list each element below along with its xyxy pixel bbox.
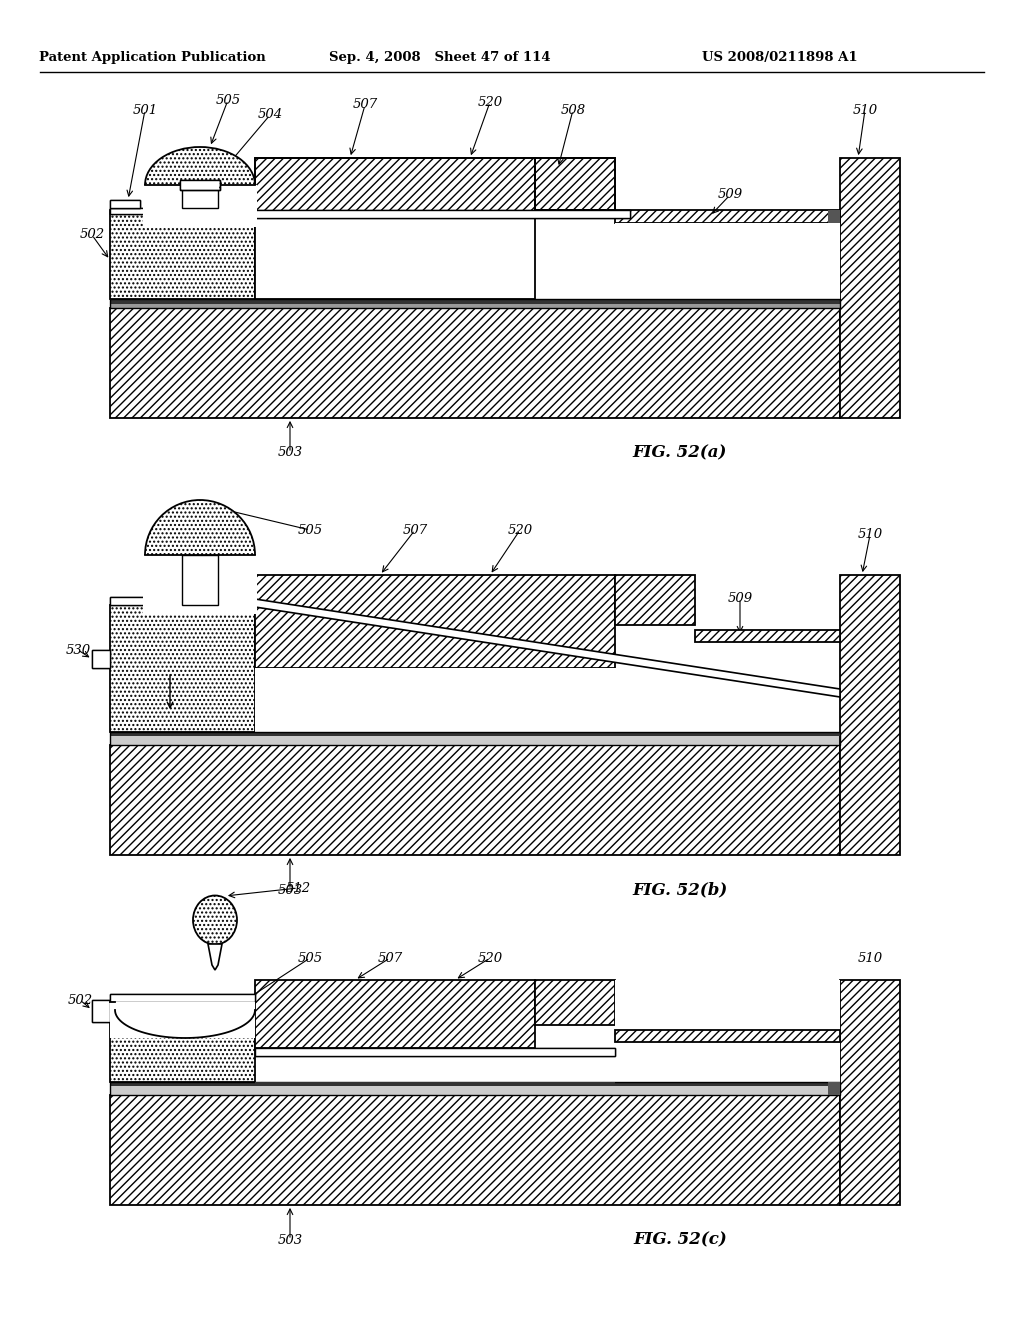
Bar — [181, 181, 219, 189]
Bar — [615, 576, 695, 624]
Bar — [180, 180, 220, 190]
Bar — [828, 210, 840, 223]
Text: 505: 505 — [297, 952, 323, 965]
Text: 510: 510 — [852, 103, 878, 116]
Polygon shape — [208, 944, 222, 970]
Bar — [255, 210, 630, 218]
Bar — [110, 1082, 840, 1096]
Bar — [695, 630, 840, 642]
Text: FIG. 52(a): FIG. 52(a) — [633, 445, 727, 462]
Text: 503: 503 — [278, 883, 302, 896]
Text: 512: 512 — [286, 882, 310, 895]
Ellipse shape — [145, 147, 255, 223]
Bar — [180, 180, 220, 190]
Bar — [110, 210, 255, 300]
Text: 505: 505 — [297, 524, 323, 536]
Bar — [535, 979, 615, 1026]
Bar — [110, 994, 255, 1002]
Bar — [255, 668, 695, 733]
Bar — [255, 1048, 615, 1056]
Bar — [535, 158, 615, 210]
Bar — [255, 1082, 615, 1086]
Bar — [255, 576, 615, 668]
Bar — [110, 1082, 840, 1086]
Bar — [110, 597, 255, 605]
Bar — [535, 158, 615, 210]
Bar — [110, 300, 840, 308]
Bar — [255, 1048, 615, 1056]
Text: 504: 504 — [257, 108, 283, 121]
Text: Patent Application Publication: Patent Application Publication — [39, 51, 265, 65]
Text: 508: 508 — [560, 103, 586, 116]
Bar — [110, 1010, 255, 1082]
Bar — [182, 185, 218, 209]
Bar — [110, 201, 140, 209]
Text: 502: 502 — [80, 228, 104, 242]
Bar — [182, 554, 218, 605]
Bar — [182, 185, 218, 209]
Bar — [110, 300, 840, 308]
Bar — [615, 210, 840, 223]
Bar — [143, 185, 257, 227]
Bar — [110, 209, 255, 214]
Text: 509: 509 — [727, 591, 753, 605]
Bar — [615, 1030, 840, 1041]
Text: FIG. 52(c): FIG. 52(c) — [633, 1232, 727, 1249]
Text: 530: 530 — [66, 644, 90, 656]
Bar — [110, 737, 840, 744]
Text: Sep. 4, 2008   Sheet 47 of 114: Sep. 4, 2008 Sheet 47 of 114 — [329, 51, 551, 65]
Bar — [840, 576, 900, 855]
Bar — [110, 209, 255, 214]
Bar — [828, 1082, 840, 1096]
Bar — [615, 223, 840, 300]
Bar — [110, 308, 840, 418]
Text: 507: 507 — [402, 524, 428, 536]
Bar — [110, 597, 255, 605]
Polygon shape — [255, 599, 840, 697]
Bar — [255, 158, 535, 300]
Bar — [110, 1086, 840, 1096]
Bar — [110, 605, 255, 733]
Text: 503: 503 — [278, 446, 302, 459]
Bar — [255, 210, 630, 218]
Bar — [110, 201, 140, 209]
Bar — [92, 1001, 110, 1022]
Text: 520: 520 — [477, 95, 503, 108]
Bar — [110, 744, 840, 855]
Text: 510: 510 — [857, 952, 883, 965]
Bar — [143, 554, 257, 614]
Text: 507: 507 — [378, 952, 402, 965]
Text: 501: 501 — [132, 103, 158, 116]
Bar — [110, 994, 255, 1002]
Bar — [92, 649, 110, 668]
Text: 505: 505 — [215, 94, 241, 107]
Text: 502: 502 — [68, 994, 92, 1006]
Bar — [840, 158, 900, 418]
Text: US 2008/0211898 A1: US 2008/0211898 A1 — [702, 51, 858, 65]
Bar — [182, 554, 218, 605]
Bar — [840, 979, 900, 1205]
Bar — [255, 158, 535, 300]
Text: 520: 520 — [508, 524, 532, 536]
Bar — [92, 649, 110, 668]
Text: 509: 509 — [718, 189, 742, 202]
Bar — [110, 733, 840, 744]
Text: 520: 520 — [477, 952, 503, 965]
Bar — [255, 979, 535, 1048]
Bar — [110, 1096, 840, 1205]
Bar — [110, 300, 840, 304]
Bar — [110, 1002, 255, 1038]
Ellipse shape — [193, 895, 237, 945]
Bar — [110, 304, 840, 308]
Text: 507: 507 — [352, 99, 378, 111]
Bar — [255, 210, 615, 300]
Text: 510: 510 — [857, 528, 883, 541]
Text: 503: 503 — [278, 1233, 302, 1246]
Ellipse shape — [145, 500, 255, 610]
Bar — [110, 733, 840, 737]
Text: FIG. 52(b): FIG. 52(b) — [633, 882, 728, 899]
Bar — [615, 979, 840, 1082]
Bar — [92, 1001, 110, 1022]
